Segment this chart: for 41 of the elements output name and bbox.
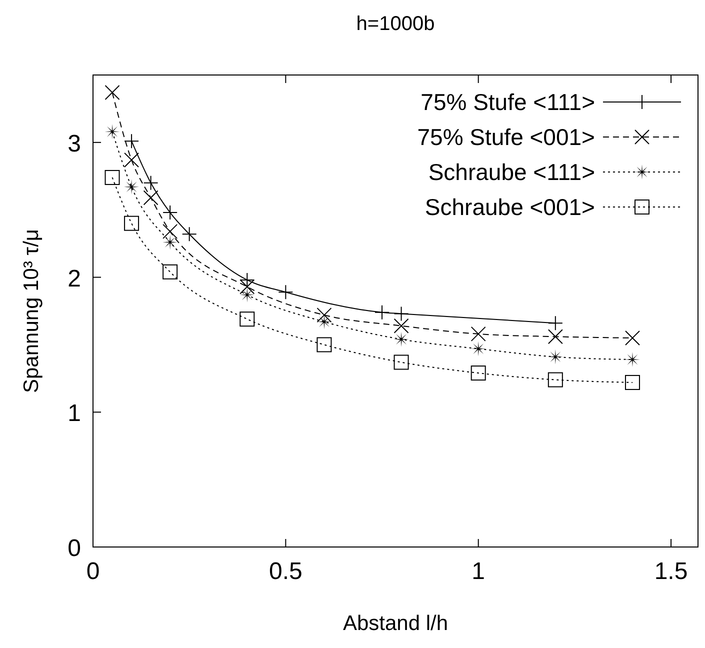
point bbox=[240, 287, 255, 302]
point bbox=[162, 224, 178, 239]
point bbox=[240, 312, 255, 327]
x-tick-label: 1.5 bbox=[654, 558, 688, 585]
x-tick-label: 0 bbox=[86, 558, 100, 585]
point bbox=[394, 318, 409, 334]
legend-label: Schraube <111> bbox=[428, 159, 595, 185]
legend-label: 75% Stufe <001> bbox=[417, 124, 595, 150]
point bbox=[470, 341, 486, 356]
point bbox=[124, 216, 140, 231]
point bbox=[624, 374, 640, 390]
point bbox=[124, 179, 140, 194]
point bbox=[316, 314, 332, 330]
point bbox=[124, 152, 140, 168]
point bbox=[104, 124, 120, 140]
point bbox=[470, 366, 486, 381]
point bbox=[394, 354, 409, 370]
point bbox=[104, 170, 120, 185]
y-tick-label: 0 bbox=[68, 535, 81, 562]
point bbox=[624, 352, 640, 368]
point bbox=[394, 332, 409, 347]
point bbox=[548, 372, 563, 388]
y-axis-title: Spannung 10³ τ/μ bbox=[20, 228, 43, 394]
x-axis-title: Abstand l/h bbox=[342, 612, 448, 635]
point bbox=[548, 329, 563, 344]
y-tick-label: 1 bbox=[68, 400, 81, 428]
legend-label: 75% Stufe <111> bbox=[420, 89, 595, 115]
y-tick-label: 3 bbox=[68, 130, 81, 158]
x-tick-label: 1 bbox=[472, 558, 486, 585]
point bbox=[104, 85, 120, 100]
point bbox=[316, 337, 332, 352]
point bbox=[624, 330, 640, 346]
point bbox=[548, 349, 563, 364]
point bbox=[143, 190, 158, 206]
point bbox=[470, 326, 486, 342]
point bbox=[162, 264, 178, 280]
y-tick-label: 2 bbox=[68, 265, 81, 292]
x-tick-label: 0.5 bbox=[268, 558, 302, 585]
chart-title: h=1000b bbox=[356, 13, 435, 35]
legend-label: Schraube <001> bbox=[424, 194, 595, 220]
point bbox=[316, 308, 332, 323]
